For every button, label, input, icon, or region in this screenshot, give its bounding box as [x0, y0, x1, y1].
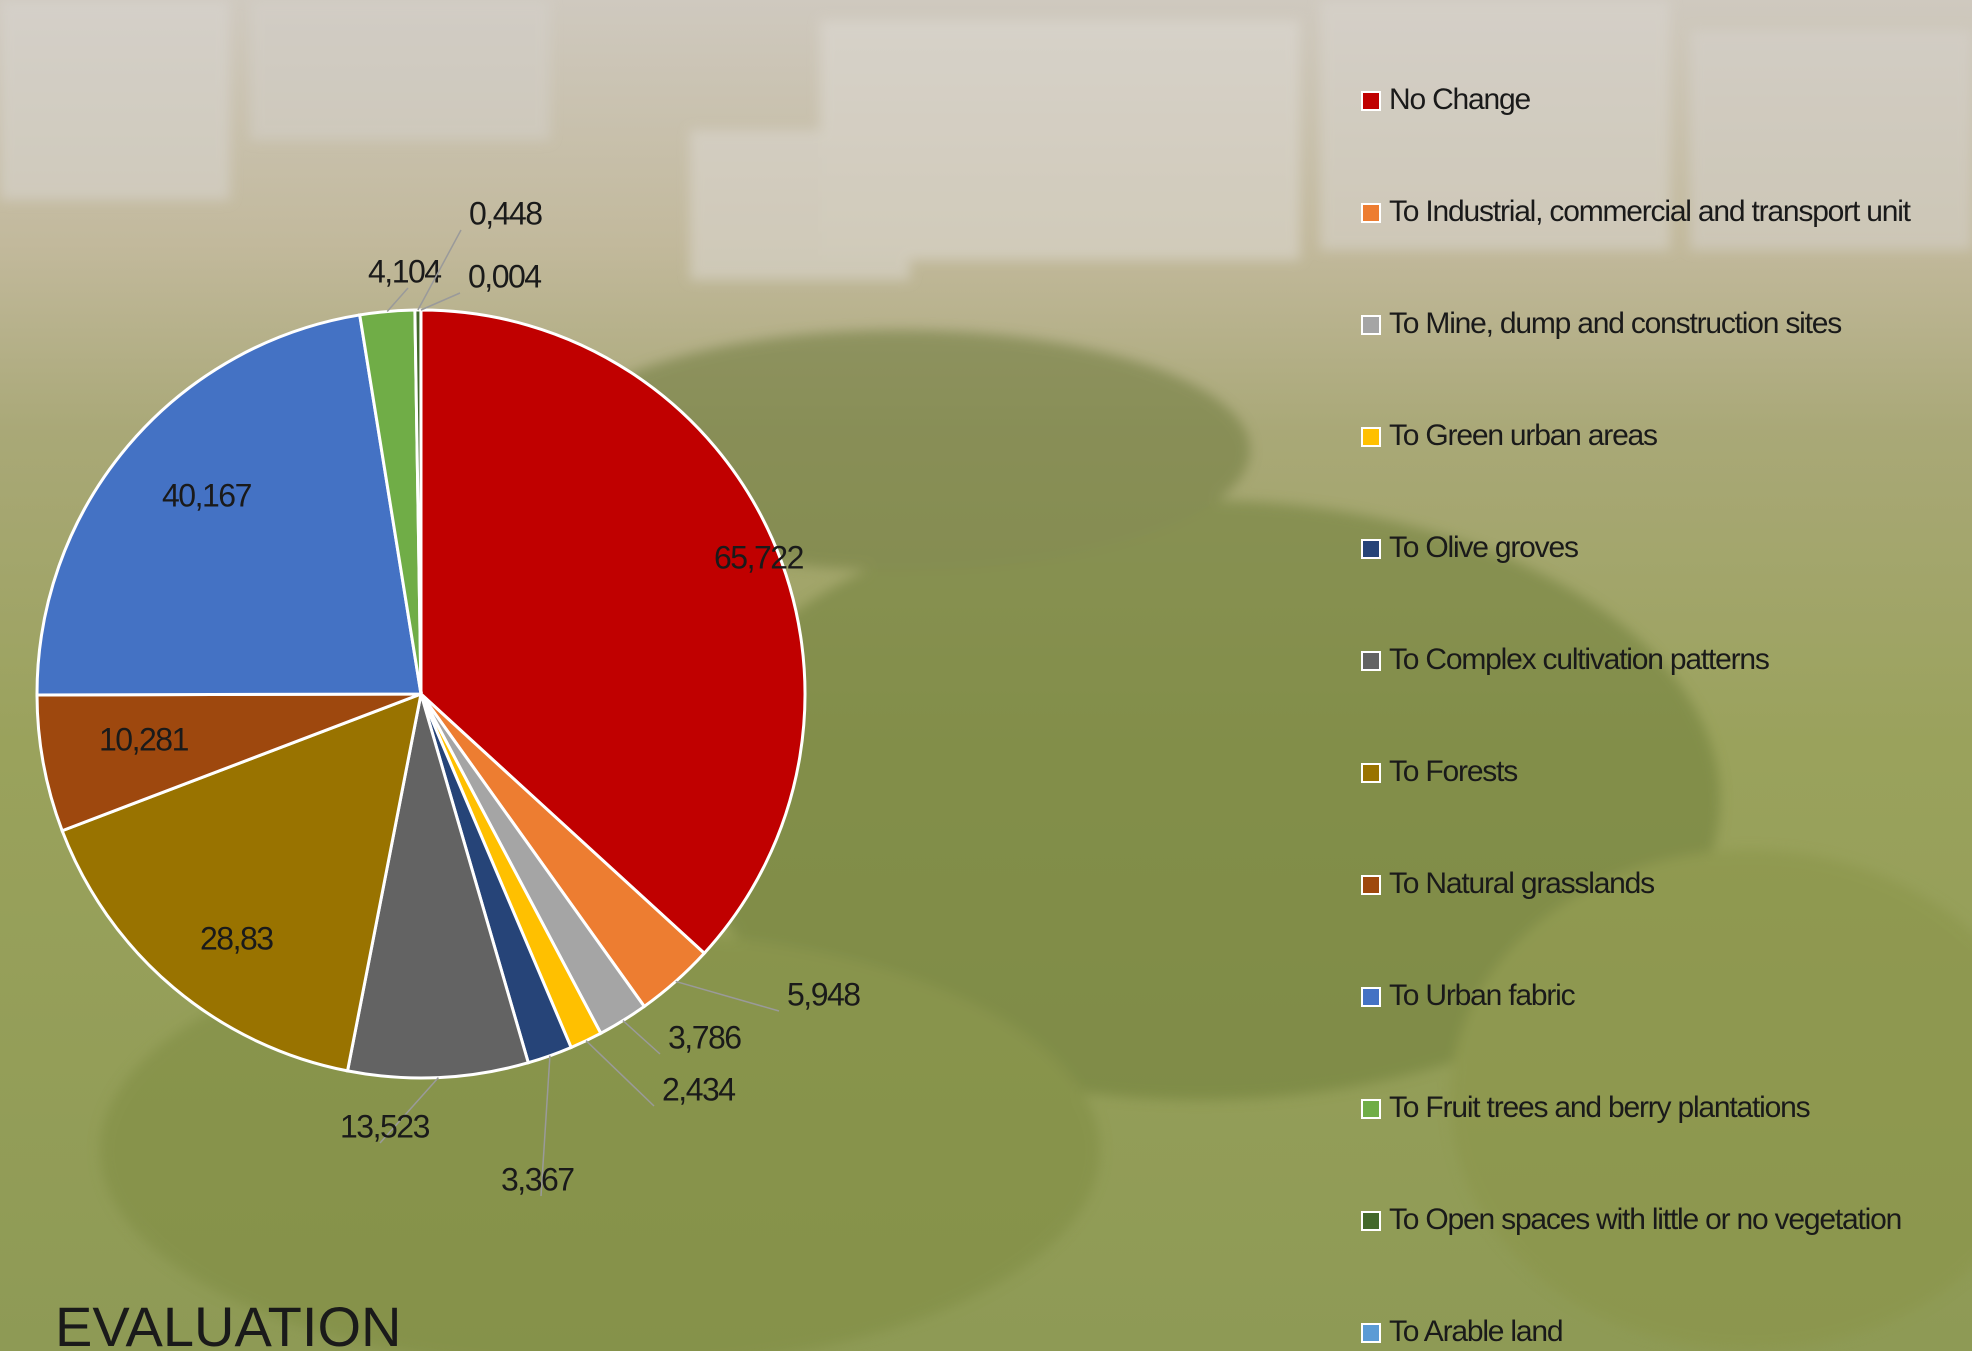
legend-label: To Olive groves — [1389, 531, 1578, 564]
value-label: 0,004 — [468, 258, 541, 294]
value-label: 13,523 — [340, 1108, 430, 1144]
leader-line — [675, 980, 780, 1012]
legend: No Change To Industrial, commercial and t… — [1361, 83, 1913, 1348]
value-label: 5,948 — [787, 976, 860, 1012]
value-label: 3,786 — [668, 1019, 741, 1055]
legend-swatch — [1361, 1099, 1381, 1119]
legend-label: To Complex cultivation patterns — [1389, 643, 1769, 676]
value-label: 0,448 — [469, 195, 542, 231]
leader-line — [379, 1077, 439, 1144]
legend-label: To Open spaces with little or no vegetat… — [1389, 1203, 1901, 1236]
legend-swatch — [1361, 427, 1381, 447]
leader-line — [540, 1055, 551, 1197]
pie-slice — [60, 691, 423, 1073]
legend-label: To Urban fabric — [1389, 979, 1576, 1012]
legend-swatch — [1361, 1323, 1381, 1343]
legend-swatch — [1361, 875, 1381, 895]
leader-line — [386, 287, 409, 312]
value-label: 4,104 — [368, 253, 441, 289]
legend-swatch — [1361, 539, 1381, 559]
leader-line — [622, 1020, 661, 1055]
pie-slice — [35, 313, 423, 697]
legend-label: To Green urban areas — [1389, 419, 1657, 452]
pie: 65,722 5,948 3,786 2,434 3,367 13,523 28,83 10,… — [35, 195, 862, 1197]
legend-label: No Change — [1389, 83, 1530, 116]
leader-line — [420, 292, 461, 311]
pie-slice — [419, 308, 807, 956]
value-label: 10,281 — [99, 721, 189, 757]
legend-label: To Industrial, commercial and transport … — [1389, 195, 1912, 228]
legend-swatch — [1361, 987, 1381, 1007]
value-label: 2,434 — [662, 1071, 735, 1107]
value-label: 3,367 — [501, 1161, 574, 1197]
legend-label: To Mine, dump and construction sites — [1389, 307, 1841, 340]
legend-swatch — [1361, 651, 1381, 671]
value-label: 40,167 — [162, 477, 252, 513]
leader-line — [585, 1040, 655, 1107]
legend-swatch — [1361, 91, 1381, 111]
value-label: 65,722 — [714, 539, 804, 575]
value-label: 28,83 — [200, 920, 273, 956]
legend-swatch — [1361, 315, 1381, 335]
leader-line — [417, 229, 462, 311]
legend-swatch — [1361, 763, 1381, 783]
legend-label: To Forests — [1389, 755, 1517, 788]
legend-swatch — [1361, 203, 1381, 223]
heading: EVALUATION — [55, 1295, 401, 1351]
legend-label: To Arable land — [1389, 1315, 1562, 1348]
pie-slice — [35, 692, 422, 833]
legend-label: To Fruit trees and berry plantations — [1389, 1091, 1810, 1124]
legend-label: To Natural grasslands — [1389, 867, 1654, 900]
legend-swatch — [1361, 1211, 1381, 1231]
